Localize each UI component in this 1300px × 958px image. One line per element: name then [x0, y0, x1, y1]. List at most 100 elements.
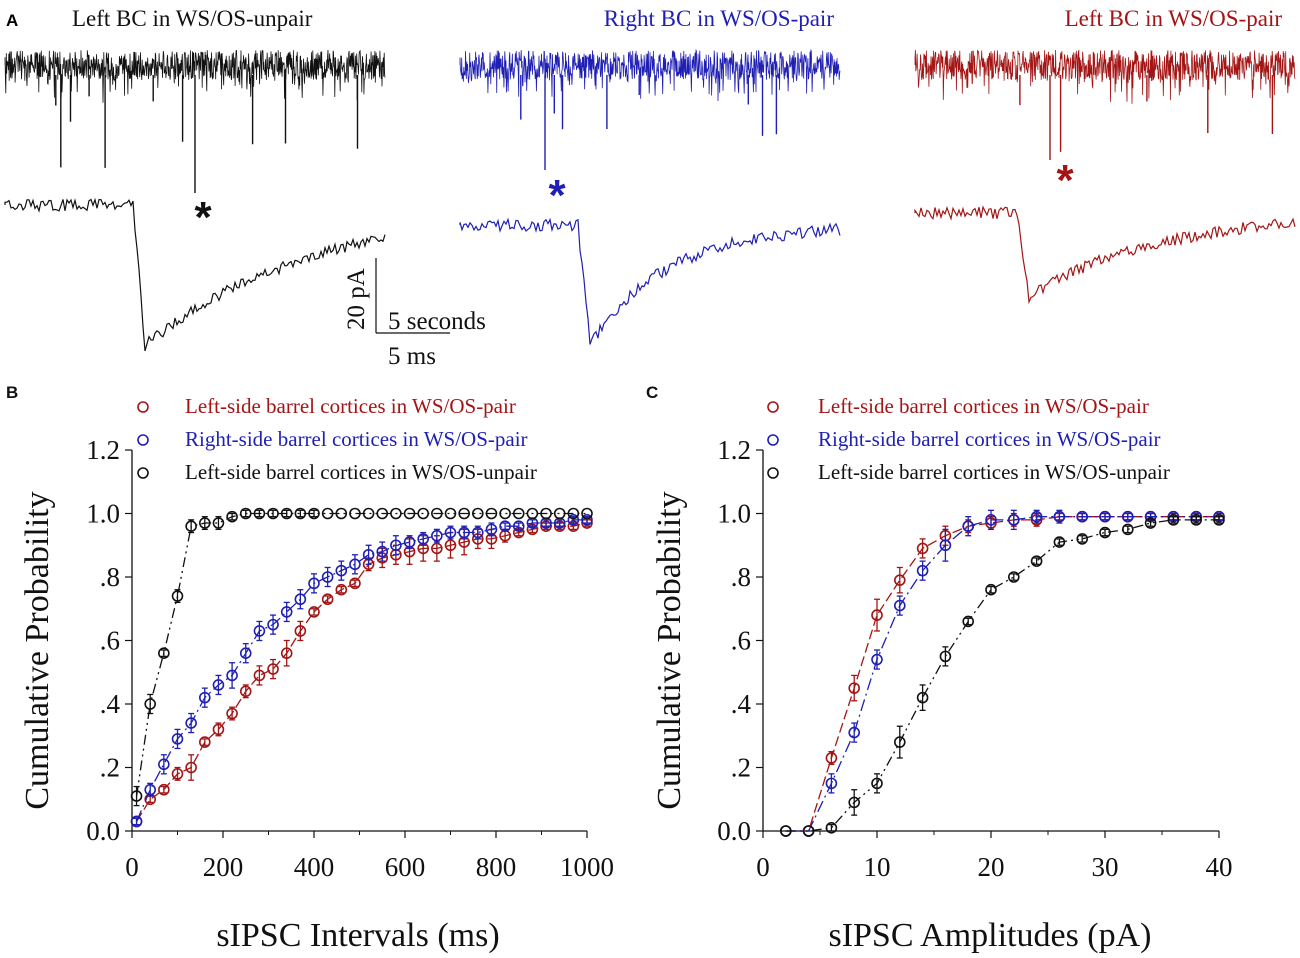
- data-point: [848, 796, 861, 809]
- data-point: [1076, 510, 1088, 523]
- trace-spikes: [1019, 75, 1274, 160]
- data-point: [1007, 514, 1020, 526]
- trace-continuous: [914, 49, 1296, 104]
- data-point: [267, 618, 279, 631]
- data-point: [1099, 510, 1111, 523]
- data-point: [431, 529, 443, 542]
- event-marker: *: [194, 193, 212, 242]
- series-line: [136, 522, 588, 822]
- data-point: [540, 507, 552, 520]
- series-group: [130, 514, 593, 828]
- y-tick-label: 1.0: [717, 499, 751, 529]
- data-point: [280, 647, 293, 660]
- scale-bar-vertical-label: 20 pA: [343, 268, 370, 330]
- data-point: [321, 593, 334, 606]
- data-point: [335, 564, 348, 577]
- data-point: [825, 752, 838, 764]
- x-tick-label: 200: [203, 852, 244, 882]
- data-point: [171, 733, 184, 745]
- x-tick-label: 0: [756, 852, 770, 882]
- x-tick-label: 40: [1206, 852, 1233, 882]
- data-point: [985, 514, 997, 526]
- data-point: [1122, 523, 1134, 536]
- data-point: [1190, 514, 1202, 526]
- trace-group: Left BC in WS/OS-unpair *: [4, 6, 386, 352]
- x-tick-label: 1000: [560, 852, 614, 882]
- data-point: [444, 526, 457, 539]
- data-point: [848, 726, 861, 739]
- series-group: [779, 510, 1225, 837]
- x-tick-label: 0: [125, 852, 139, 882]
- data-point: [1007, 571, 1020, 583]
- data-point: [226, 510, 238, 523]
- data-point: [308, 507, 320, 520]
- data-point: [512, 520, 525, 533]
- data-point: [779, 825, 792, 837]
- data-point: [376, 507, 389, 520]
- series-line: [136, 519, 587, 822]
- data-point: [226, 669, 238, 682]
- data-point: [294, 625, 307, 637]
- trace-event-zoom: [914, 205, 1296, 305]
- series-line: [135, 512, 587, 797]
- data-point: [267, 507, 279, 520]
- legend-marker: [767, 467, 779, 479]
- data-point: [349, 577, 361, 590]
- legend-entry: Left-side barrel cortices in WS/OS-pair: [185, 394, 516, 418]
- data-point: [458, 507, 470, 520]
- y-tick-label: .6: [731, 626, 751, 656]
- data-point: [171, 590, 184, 602]
- data-point: [130, 790, 143, 802]
- y-tick-label: .4: [731, 689, 752, 719]
- data-point: [171, 768, 184, 780]
- data-point: [526, 507, 539, 520]
- data-point: [349, 507, 361, 520]
- y-tick-label: .2: [100, 753, 120, 783]
- y-tick-label: .6: [100, 626, 120, 656]
- data-point: [185, 520, 197, 533]
- series-group: [779, 509, 1225, 837]
- data-point: [212, 517, 225, 529]
- data-point: [362, 548, 375, 561]
- data-point: [308, 577, 320, 590]
- trace-event-zoom: [459, 217, 841, 345]
- data-point: [321, 507, 334, 520]
- series-line: [785, 516, 1219, 832]
- data-point: [1122, 510, 1134, 523]
- data-point: [253, 507, 266, 520]
- data-point: [802, 825, 815, 837]
- data-point: [130, 815, 143, 828]
- data-point: [916, 564, 929, 577]
- data-point: [1099, 526, 1111, 539]
- data-point: [512, 507, 525, 520]
- series-group: [130, 507, 593, 807]
- data-point: [185, 761, 197, 774]
- y-tick-label: .8: [731, 562, 751, 592]
- y-axis-label: Cumulative Probability: [651, 491, 688, 809]
- chart-panel-c: C 0.0 .2 .4 .6 .8 1.0 1.2 0 10 20 30 40 Cumulative Pr…: [646, 383, 1233, 954]
- x-tick-label: 600: [385, 852, 426, 882]
- y-tick-label: 1.0: [86, 499, 120, 529]
- data-point: [212, 723, 225, 736]
- x-tick-label: 800: [476, 852, 517, 882]
- data-point: [1053, 510, 1066, 523]
- panel-letter: B: [6, 383, 18, 402]
- data-point: [916, 542, 929, 555]
- scale-bar: 20 pA 5 seconds 5 ms: [343, 258, 486, 370]
- legend-marker: [137, 401, 149, 413]
- data-point: [144, 783, 156, 796]
- x-tick-label: 30: [1092, 852, 1119, 882]
- event-marker: *: [548, 171, 566, 220]
- panel-a-letter: A: [6, 11, 18, 30]
- trace-event-zoom: [4, 197, 386, 352]
- x-tick-label: 20: [978, 852, 1005, 882]
- data-point: [376, 545, 389, 558]
- y-tick-label: .2: [731, 753, 751, 783]
- trace-title: Right BC in WS/OS-pair: [604, 6, 835, 31]
- data-point: [390, 539, 402, 552]
- data-point: [362, 507, 375, 520]
- data-point: [199, 736, 211, 748]
- data-point: [1144, 517, 1157, 529]
- data-point: [567, 514, 580, 526]
- legend-marker: [137, 467, 149, 479]
